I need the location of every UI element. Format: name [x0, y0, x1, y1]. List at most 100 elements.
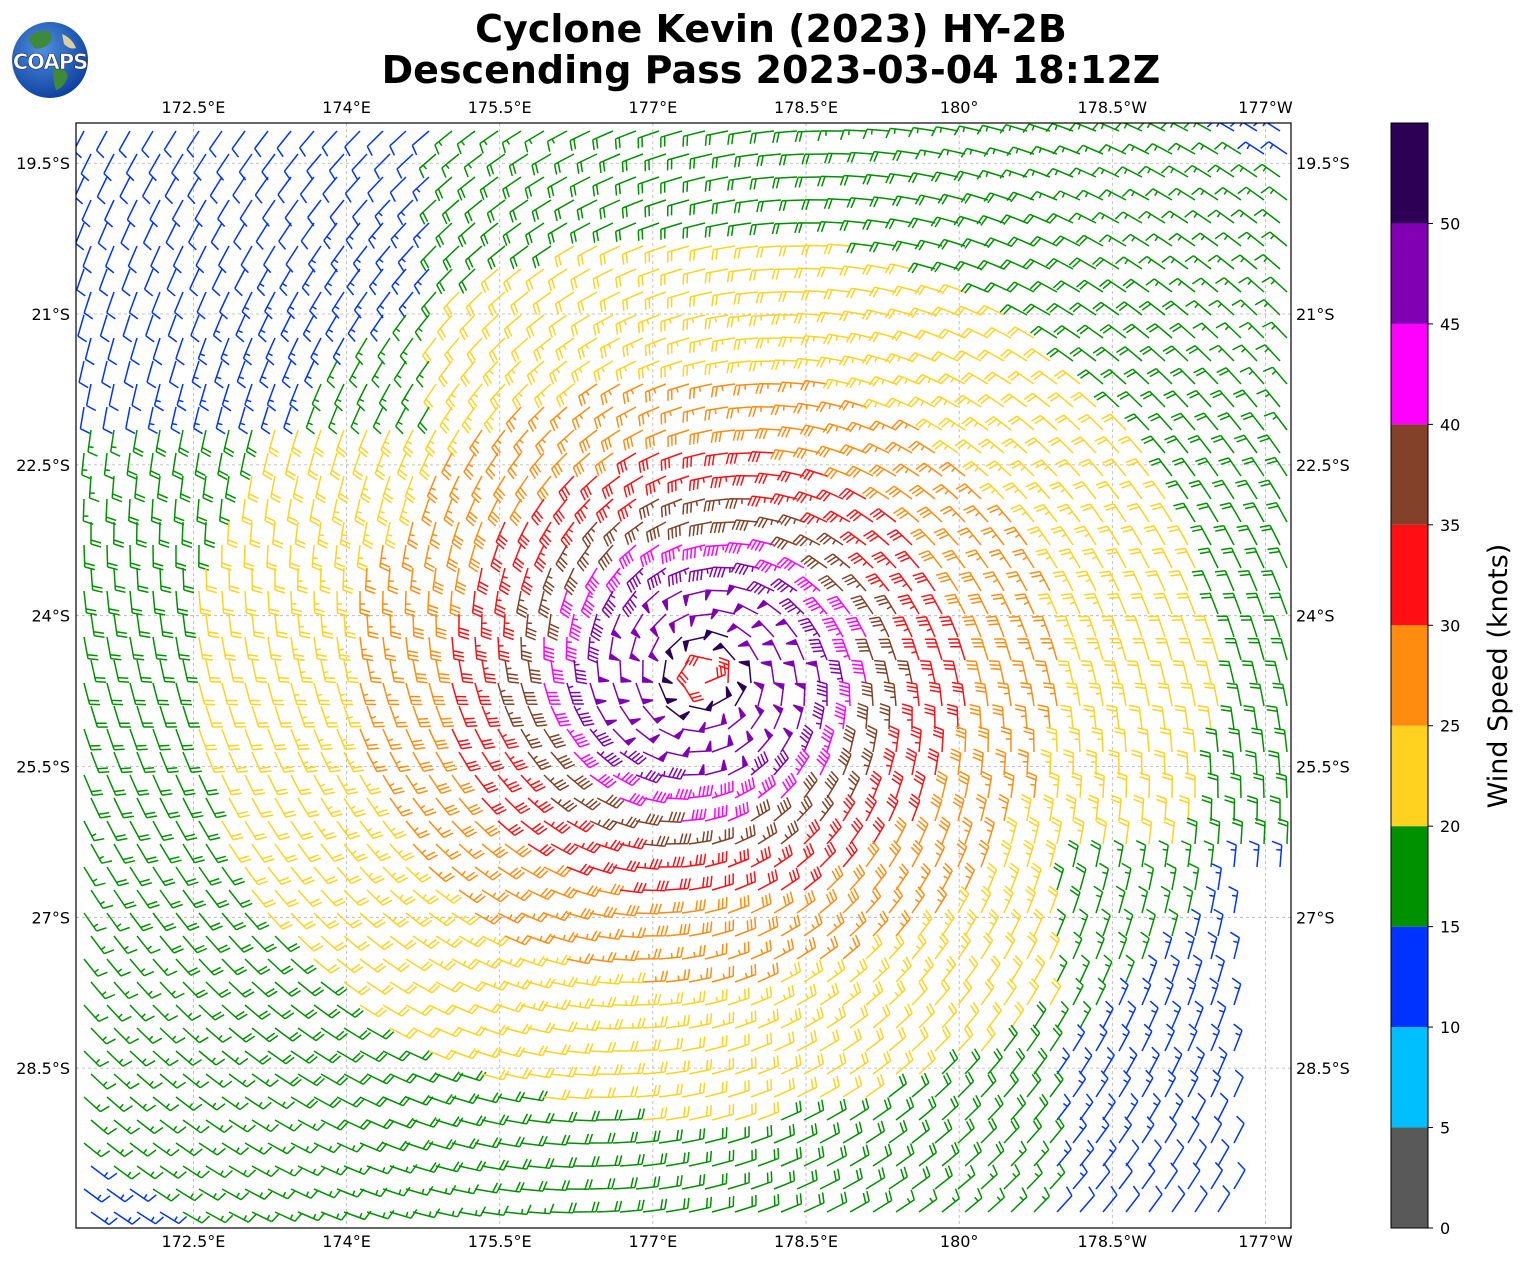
- wind-barb: [688, 475, 713, 491]
- wind-barb: [527, 406, 545, 433]
- wind-barb: [1099, 862, 1110, 891]
- wind-barb: [182, 1165, 210, 1179]
- wind-barb: [441, 452, 453, 481]
- wind-barb: [182, 705, 201, 728]
- wind-barb: [1051, 816, 1063, 845]
- wind-barb: [681, 944, 706, 960]
- wind-barb: [1125, 1185, 1141, 1213]
- wind-barb: [504, 934, 533, 946]
- wind-barb: [1069, 347, 1097, 362]
- wind-barb: [434, 130, 453, 155]
- wind-barb: [320, 705, 339, 728]
- wind-barb: [826, 1191, 848, 1213]
- wind-barb: [1017, 748, 1029, 776]
- colorbar-bin: [1391, 926, 1428, 1028]
- wind-barb: [1006, 816, 1018, 845]
- wind-barb: [1010, 1094, 1027, 1121]
- wind-barb: [297, 1073, 326, 1087]
- wind-barb: [711, 965, 735, 983]
- wind-barb: [382, 774, 405, 795]
- wind-barb: [274, 751, 295, 773]
- wind-barb: [816, 311, 844, 323]
- wind-barb: [635, 769, 664, 784]
- wind-barb: [688, 830, 713, 845]
- wind-barb: [309, 498, 321, 527]
- wind-barb: [497, 682, 515, 706]
- wind-barb: [660, 268, 683, 286]
- wind-barb: [436, 314, 453, 341]
- wind-barb: [891, 240, 920, 252]
- wind-barb: [665, 1105, 690, 1121]
- wind-barb: [420, 291, 437, 318]
- wind-barb: [658, 946, 684, 960]
- wind-barb: [1069, 302, 1097, 316]
- wind-barb: [236, 360, 247, 389]
- wind-barb: [257, 314, 269, 343]
- wind-barb: [702, 544, 729, 557]
- wind-barb: [118, 130, 131, 159]
- wind-barb: [710, 608, 736, 620]
- wind-barb: [711, 1057, 735, 1075]
- wind-barb: [614, 176, 637, 196]
- wind-barb: [1217, 412, 1242, 431]
- wind-barb: [474, 774, 499, 794]
- wind-barb: [1211, 863, 1223, 891]
- wind-barb: [750, 1032, 773, 1052]
- wind-barb: [550, 886, 579, 899]
- wind-barb: [1161, 210, 1189, 224]
- wind-barb: [1020, 682, 1035, 707]
- wind-barb: [957, 527, 982, 546]
- wind-barb: [411, 130, 430, 156]
- wind-barb: [1101, 413, 1127, 431]
- wind-barb: [336, 682, 354, 706]
- wind-barb: [1093, 771, 1105, 799]
- wind-barb: [345, 222, 361, 250]
- wind-barb: [737, 639, 759, 661]
- lon-tick-label: 178.5°E: [774, 98, 838, 117]
- wind-barb: [572, 452, 591, 478]
- wind-barb: [251, 981, 278, 998]
- wind-barb: [1023, 392, 1051, 408]
- wind-barb: [845, 332, 874, 344]
- wind-barb: [892, 150, 920, 162]
- wind-barb: [1209, 817, 1221, 845]
- wind-barb: [831, 638, 851, 661]
- wind-barb: [635, 728, 661, 744]
- wind-barb: [1244, 547, 1265, 569]
- wind-barb: [1072, 1116, 1088, 1144]
- wind-barb: [405, 1094, 434, 1106]
- wind-barb: [504, 1113, 533, 1125]
- wind-barb: [267, 636, 282, 661]
- wind-barb: [322, 176, 338, 204]
- wind-barb: [1148, 1139, 1162, 1167]
- wind-barb: [1237, 231, 1265, 247]
- wind-barb: [129, 958, 155, 977]
- wind-barb: [849, 911, 867, 937]
- lat-labels-left: 19.5°S21°S22.5°S24°S25.5°S27°S28.5°S: [16, 154, 70, 1078]
- wind-barb: [1274, 727, 1288, 753]
- wind-barb: [666, 245, 690, 263]
- wind-barb: [816, 175, 844, 187]
- wind-barb: [1076, 324, 1104, 339]
- wind-barb: [1240, 411, 1265, 431]
- wind-barb: [274, 613, 288, 639]
- lat-tick-label: 19.5°S: [16, 154, 70, 173]
- wind-barb: [221, 383, 232, 412]
- wind-barb: [113, 1073, 140, 1090]
- wind-barb: [1079, 1093, 1094, 1121]
- wind-barb: [921, 593, 943, 615]
- wind-barb: [726, 584, 752, 596]
- wind-barb: [823, 553, 851, 569]
- wind-barb: [573, 885, 602, 898]
- wind-barb: [424, 429, 437, 458]
- wind-barb: [228, 567, 240, 594]
- wind-barb: [221, 958, 247, 976]
- wind-barb: [458, 613, 470, 640]
- wind-barb: [123, 360, 134, 389]
- wind-barb: [358, 429, 369, 458]
- wind-barb: [884, 352, 913, 364]
- wind-barb: [727, 1079, 750, 1098]
- wind-barb: [1075, 570, 1097, 592]
- wind-barb: [212, 314, 223, 343]
- wind-barb: [198, 590, 212, 616]
